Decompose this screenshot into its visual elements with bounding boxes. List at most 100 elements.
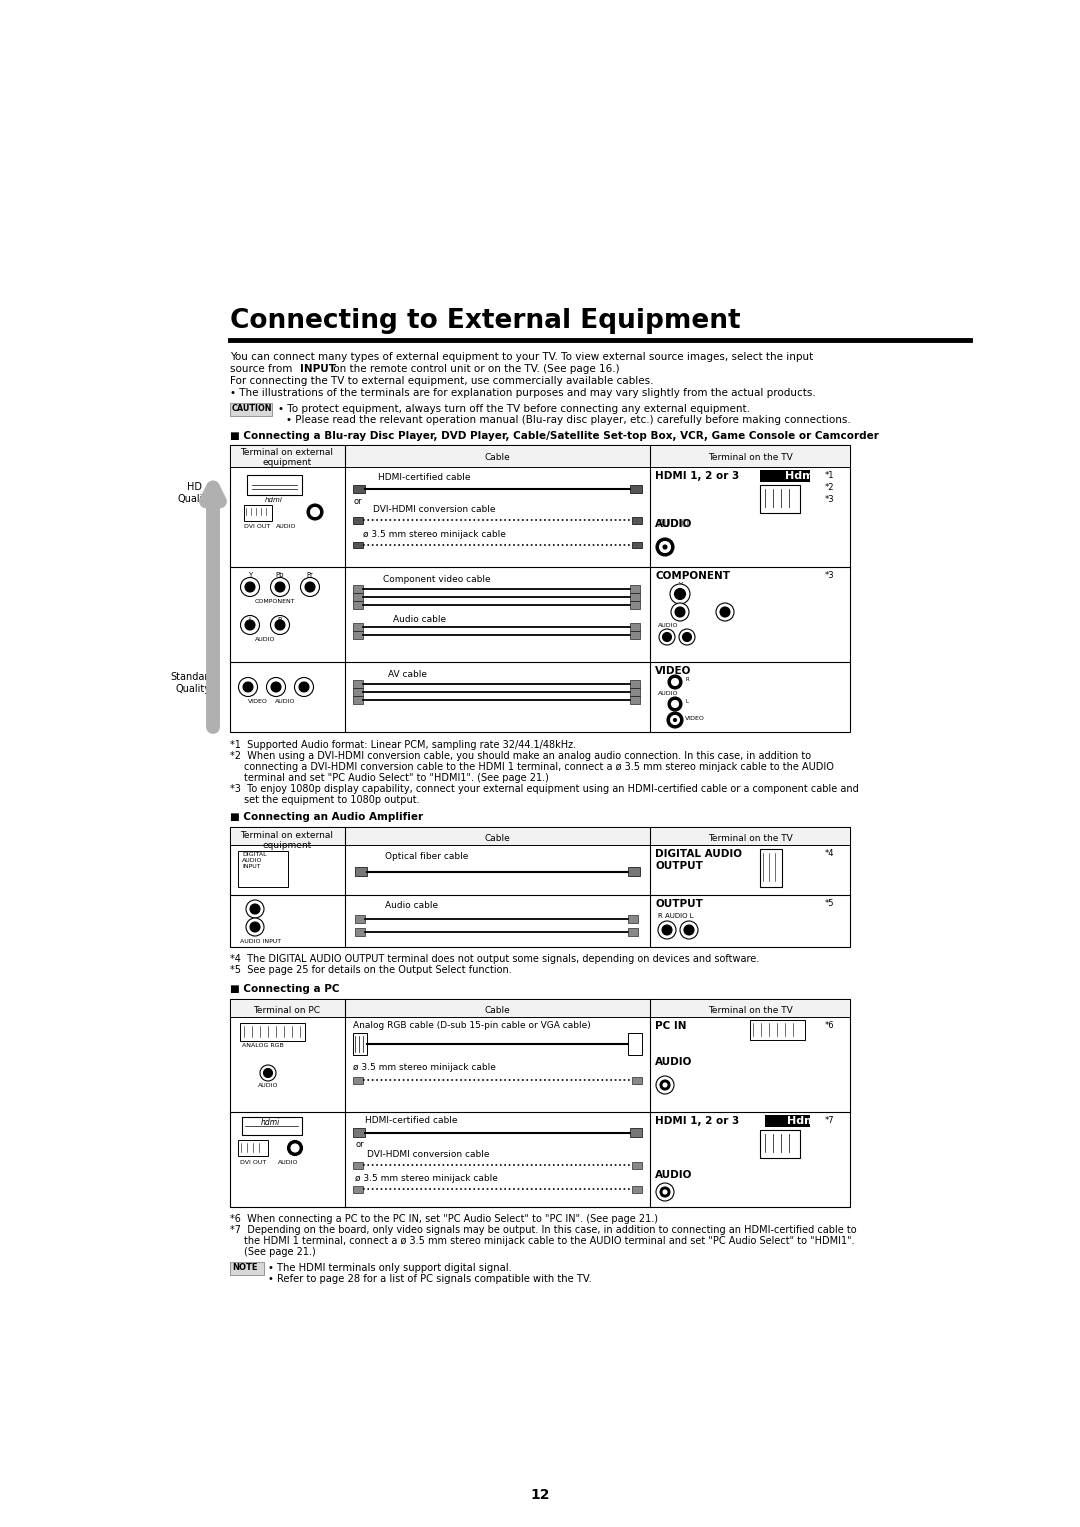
Circle shape bbox=[275, 620, 285, 631]
Bar bbox=[760, 849, 782, 887]
Bar bbox=[650, 444, 850, 467]
Circle shape bbox=[662, 925, 672, 935]
Circle shape bbox=[669, 675, 681, 689]
Text: HDMI-certified cable: HDMI-certified cable bbox=[365, 1116, 458, 1125]
Circle shape bbox=[660, 1080, 670, 1090]
Bar bbox=[630, 585, 640, 592]
Circle shape bbox=[246, 899, 264, 918]
Bar bbox=[353, 1128, 365, 1138]
Text: Terminal on PC: Terminal on PC bbox=[254, 1006, 321, 1015]
Circle shape bbox=[270, 577, 289, 597]
Bar bbox=[353, 1186, 363, 1193]
Text: OUTPUT: OUTPUT bbox=[654, 861, 703, 870]
Bar bbox=[630, 602, 640, 609]
Text: Analog RGB cable (D-sub 15-pin cable or VGA cable): Analog RGB cable (D-sub 15-pin cable or … bbox=[353, 1022, 591, 1031]
Bar bbox=[353, 1077, 363, 1084]
Circle shape bbox=[663, 1083, 667, 1087]
Circle shape bbox=[679, 629, 696, 644]
Text: set the equipment to 1080p output.: set the equipment to 1080p output. bbox=[244, 796, 420, 805]
Text: or: or bbox=[355, 1141, 364, 1148]
Text: DIGITAL
AUDIO
INPUT: DIGITAL AUDIO INPUT bbox=[242, 852, 267, 869]
Bar bbox=[632, 1077, 642, 1084]
Circle shape bbox=[684, 925, 694, 935]
Text: Terminal on the TV: Terminal on the TV bbox=[707, 454, 793, 463]
Text: hdmi: hdmi bbox=[260, 1118, 280, 1127]
Circle shape bbox=[663, 1190, 667, 1194]
Bar bbox=[230, 1261, 264, 1275]
Text: Y: Y bbox=[678, 582, 683, 588]
Text: Hdmi: Hdmi bbox=[787, 1116, 820, 1125]
Text: • To protect equipment, always turn off the TV before connecting any external eq: • To protect equipment, always turn off … bbox=[278, 405, 750, 414]
Bar bbox=[355, 867, 367, 876]
Circle shape bbox=[249, 922, 260, 931]
Text: Y: Y bbox=[248, 573, 252, 579]
Text: Audio cable: Audio cable bbox=[384, 901, 438, 910]
Text: VIDEO: VIDEO bbox=[248, 699, 268, 704]
Circle shape bbox=[245, 620, 255, 631]
Circle shape bbox=[660, 542, 671, 553]
Bar bbox=[353, 696, 363, 704]
Circle shape bbox=[239, 678, 257, 696]
Circle shape bbox=[680, 921, 698, 939]
Bar bbox=[632, 1186, 642, 1193]
Bar bbox=[247, 475, 302, 495]
Text: *4: *4 bbox=[825, 849, 835, 858]
Text: VIDEO: VIDEO bbox=[654, 666, 691, 676]
Text: Terminal on external
equipment: Terminal on external equipment bbox=[241, 831, 334, 851]
Circle shape bbox=[660, 1186, 670, 1197]
Text: Audio cable: Audio cable bbox=[393, 615, 446, 625]
Bar bbox=[630, 1128, 642, 1138]
Text: COMPONENT: COMPONENT bbox=[255, 599, 295, 605]
Text: Optical fiber cable: Optical fiber cable bbox=[384, 852, 469, 861]
Bar bbox=[242, 1116, 302, 1135]
Text: R AUDIO L: R AUDIO L bbox=[658, 913, 693, 919]
Bar bbox=[230, 999, 850, 1206]
Text: Hdmi: Hdmi bbox=[785, 470, 818, 481]
Text: ø 3.5 mm stereo minijack cable: ø 3.5 mm stereo minijack cable bbox=[353, 1063, 496, 1072]
Circle shape bbox=[671, 716, 679, 724]
Bar bbox=[627, 915, 638, 922]
Text: Cable: Cable bbox=[484, 1006, 510, 1015]
Text: Terminal on the TV: Terminal on the TV bbox=[707, 834, 793, 843]
Circle shape bbox=[245, 582, 255, 592]
Text: Terminal on external
equipment: Terminal on external equipment bbox=[241, 447, 334, 467]
Circle shape bbox=[669, 696, 681, 712]
Text: *1  Supported Audio format: Linear PCM, sampling rate 32/44.1/48kHz.: *1 Supported Audio format: Linear PCM, s… bbox=[230, 741, 576, 750]
Bar bbox=[353, 1032, 367, 1055]
Circle shape bbox=[299, 683, 309, 692]
Text: • The HDMI terminals only support digital signal.: • The HDMI terminals only support digita… bbox=[268, 1263, 512, 1274]
Bar bbox=[353, 585, 363, 592]
Bar bbox=[353, 623, 363, 631]
Text: DVI OUT: DVI OUT bbox=[240, 1161, 267, 1165]
Bar bbox=[345, 828, 650, 844]
Bar bbox=[750, 1020, 805, 1040]
Text: *4  The DIGITAL AUDIO OUTPUT terminal does not output some signals, depending on: *4 The DIGITAL AUDIO OUTPUT terminal doe… bbox=[230, 954, 759, 964]
Circle shape bbox=[656, 1183, 674, 1202]
Bar bbox=[632, 542, 642, 548]
Text: R: R bbox=[278, 617, 282, 623]
Bar bbox=[353, 486, 365, 493]
Circle shape bbox=[260, 1064, 276, 1081]
Circle shape bbox=[716, 603, 734, 621]
Text: DVI-HDMI conversion cable: DVI-HDMI conversion cable bbox=[373, 505, 496, 515]
Bar bbox=[353, 689, 363, 696]
Text: PC IN: PC IN bbox=[654, 1022, 687, 1031]
Bar bbox=[353, 1162, 363, 1170]
Bar bbox=[630, 623, 640, 631]
Circle shape bbox=[270, 615, 289, 635]
Circle shape bbox=[241, 615, 259, 635]
Text: • Please read the relevant operation manual (Blu-ray disc player, etc.) carefull: • Please read the relevant operation man… bbox=[286, 415, 851, 425]
Text: DVI-HDMI conversion cable: DVI-HDMI conversion cable bbox=[367, 1150, 489, 1159]
Text: AV cable: AV cable bbox=[388, 670, 427, 680]
Text: AUDIO: AUDIO bbox=[654, 1057, 692, 1067]
Text: (See page 21.): (See page 21.) bbox=[244, 1248, 315, 1257]
Bar bbox=[355, 928, 365, 936]
Bar bbox=[632, 1162, 642, 1170]
Text: AUDIO: AUDIO bbox=[658, 623, 678, 628]
Text: ANALOG RGB: ANALOG RGB bbox=[242, 1043, 284, 1048]
Text: *3: *3 bbox=[825, 571, 835, 580]
Text: OUTPUT: OUTPUT bbox=[654, 899, 703, 909]
Text: DVI OUT: DVI OUT bbox=[244, 524, 270, 528]
Circle shape bbox=[656, 538, 674, 556]
Circle shape bbox=[674, 719, 676, 721]
